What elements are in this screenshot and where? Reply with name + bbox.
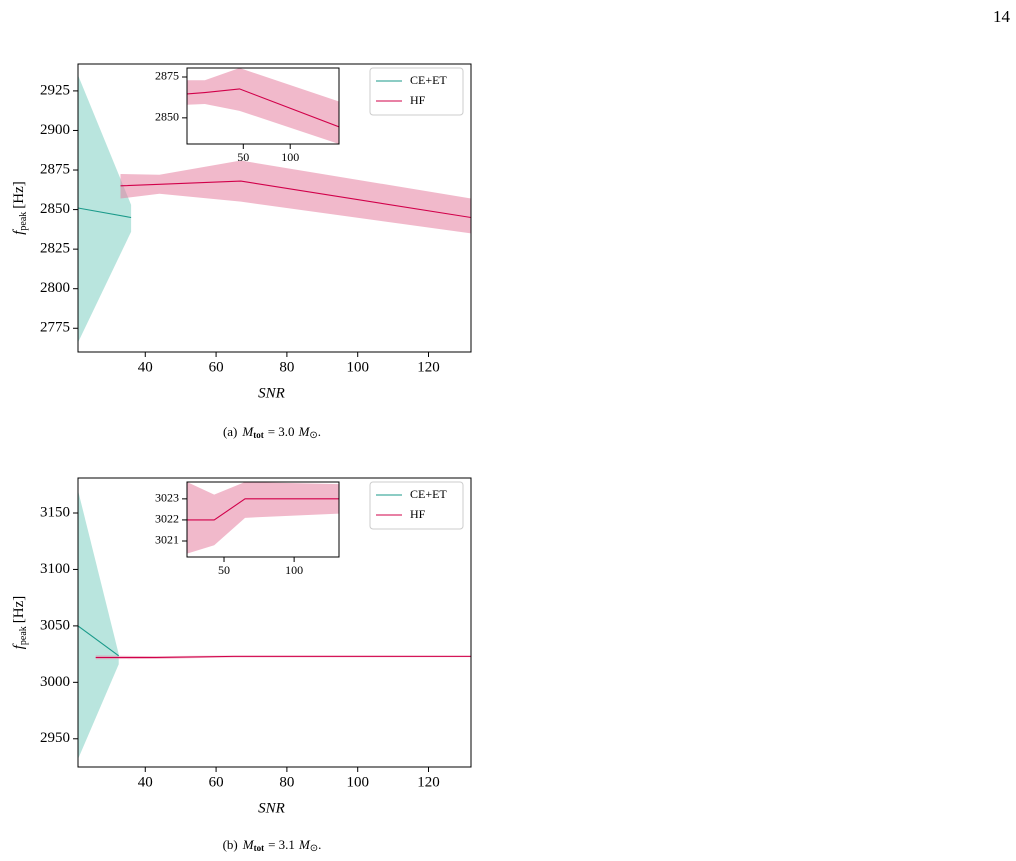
- caption-subscript: ⊙: [309, 430, 317, 441]
- y-tick-label: 3100: [40, 561, 70, 577]
- y-label-unit: [Hz]: [11, 181, 27, 208]
- axes-frame: [77, 477, 472, 768]
- y-label-subscript: peak: [18, 626, 29, 645]
- y-axis-label: fpeak [Hz]: [11, 596, 29, 650]
- series-line: [78, 625, 120, 657]
- inset-axes: 50 100 2850 2875: [155, 67, 340, 164]
- caption-value: = 3.1: [268, 837, 295, 852]
- caption-label: (b): [223, 837, 238, 852]
- y-tick-label: 2950: [40, 730, 70, 746]
- y-label-subscript: peak: [18, 212, 29, 231]
- caption-end: .: [318, 424, 321, 439]
- caption-symbol: M: [242, 837, 255, 852]
- y-tick-label: 3023: [155, 491, 179, 505]
- series-line: [187, 498, 339, 521]
- y-axis-label: fpeak [Hz]: [11, 181, 29, 235]
- y-tick-label: 2875: [155, 69, 179, 83]
- x-axis-label: SNR: [258, 800, 285, 816]
- caption-symbol: M: [241, 424, 254, 439]
- y-tick-label: 2850: [155, 110, 179, 124]
- y-tick-label: 2800: [40, 280, 70, 296]
- y-tick-label: 3022: [155, 512, 179, 526]
- caption-subscript: tot: [253, 430, 264, 440]
- y-tick-label: 2925: [40, 82, 70, 98]
- x-tick-label: 80: [279, 359, 294, 375]
- x-tick-label: 80: [279, 774, 294, 790]
- y-label-symbol: f: [11, 229, 27, 235]
- axes-frame: [77, 63, 472, 353]
- y-tick-label: 2900: [40, 122, 70, 138]
- y-tick-label: 2850: [40, 201, 70, 217]
- legend-label: HF: [410, 507, 426, 521]
- legend-label: CE+ET: [410, 73, 447, 87]
- figure-caption: (b) Mtot = 3.1 M⊙.: [223, 837, 322, 854]
- y-label-unit: [Hz]: [11, 596, 27, 623]
- x-tick-label: 60: [209, 359, 224, 375]
- caption-symbol: M: [298, 837, 311, 852]
- x-tick-label: 40: [138, 359, 153, 375]
- caption-symbol: M: [298, 424, 311, 439]
- x-tick-label: 100: [346, 359, 369, 375]
- legend-label: HF: [410, 93, 426, 107]
- y-tick-label: 3050: [40, 617, 70, 633]
- y-tick-label: 3021: [155, 533, 179, 547]
- plot-area: [78, 75, 471, 343]
- caption-subscript: tot: [254, 843, 265, 853]
- x-tick-label: 40: [138, 774, 153, 790]
- confidence-band: [187, 68, 339, 144]
- confidence-band: [78, 490, 119, 760]
- legend-box: [369, 67, 464, 116]
- axes-frame: [186, 67, 340, 145]
- y-tick-label: 3000: [40, 674, 70, 690]
- page-number: 14: [993, 7, 1011, 26]
- legend-box: [369, 481, 464, 530]
- x-tick-label: 120: [417, 774, 440, 790]
- confidence-band: [78, 75, 132, 343]
- x-tick-label: 100: [346, 774, 369, 790]
- x-axis-label: SNR: [258, 385, 285, 401]
- inset-axes: 50 100 3021 3022 3023: [155, 481, 340, 577]
- caption-end: .: [318, 837, 321, 852]
- legend-label: CE+ET: [410, 487, 447, 501]
- x-tick-label: 120: [417, 359, 440, 375]
- x-tick-label: 100: [281, 150, 299, 164]
- plot-area: [78, 490, 471, 760]
- series-line: [187, 88, 339, 128]
- y-label-symbol: f: [11, 643, 27, 649]
- confidence-band: [187, 482, 339, 554]
- y-tick-label: 2875: [40, 161, 70, 177]
- y-tick-label: 3150: [40, 504, 70, 520]
- figure-caption: (a) Mtot = 3.0 M⊙.: [223, 424, 321, 441]
- x-tick-label: 60: [209, 774, 224, 790]
- series-line: [95, 655, 471, 659]
- y-tick-label: 2825: [40, 241, 70, 257]
- series-line: [78, 207, 132, 219]
- confidence-band: [120, 160, 471, 234]
- caption-subscript: ⊙: [310, 843, 318, 854]
- x-tick-label: 50: [218, 563, 230, 577]
- x-tick-label: 100: [285, 563, 303, 577]
- x-tick-label: 50: [237, 150, 249, 164]
- series-line: [120, 180, 471, 219]
- plot-area: [187, 68, 339, 144]
- plot-area: [187, 482, 339, 554]
- y-tick-label: 2775: [40, 320, 70, 336]
- caption-value: = 3.0: [268, 424, 295, 439]
- caption-label: (a): [223, 424, 237, 439]
